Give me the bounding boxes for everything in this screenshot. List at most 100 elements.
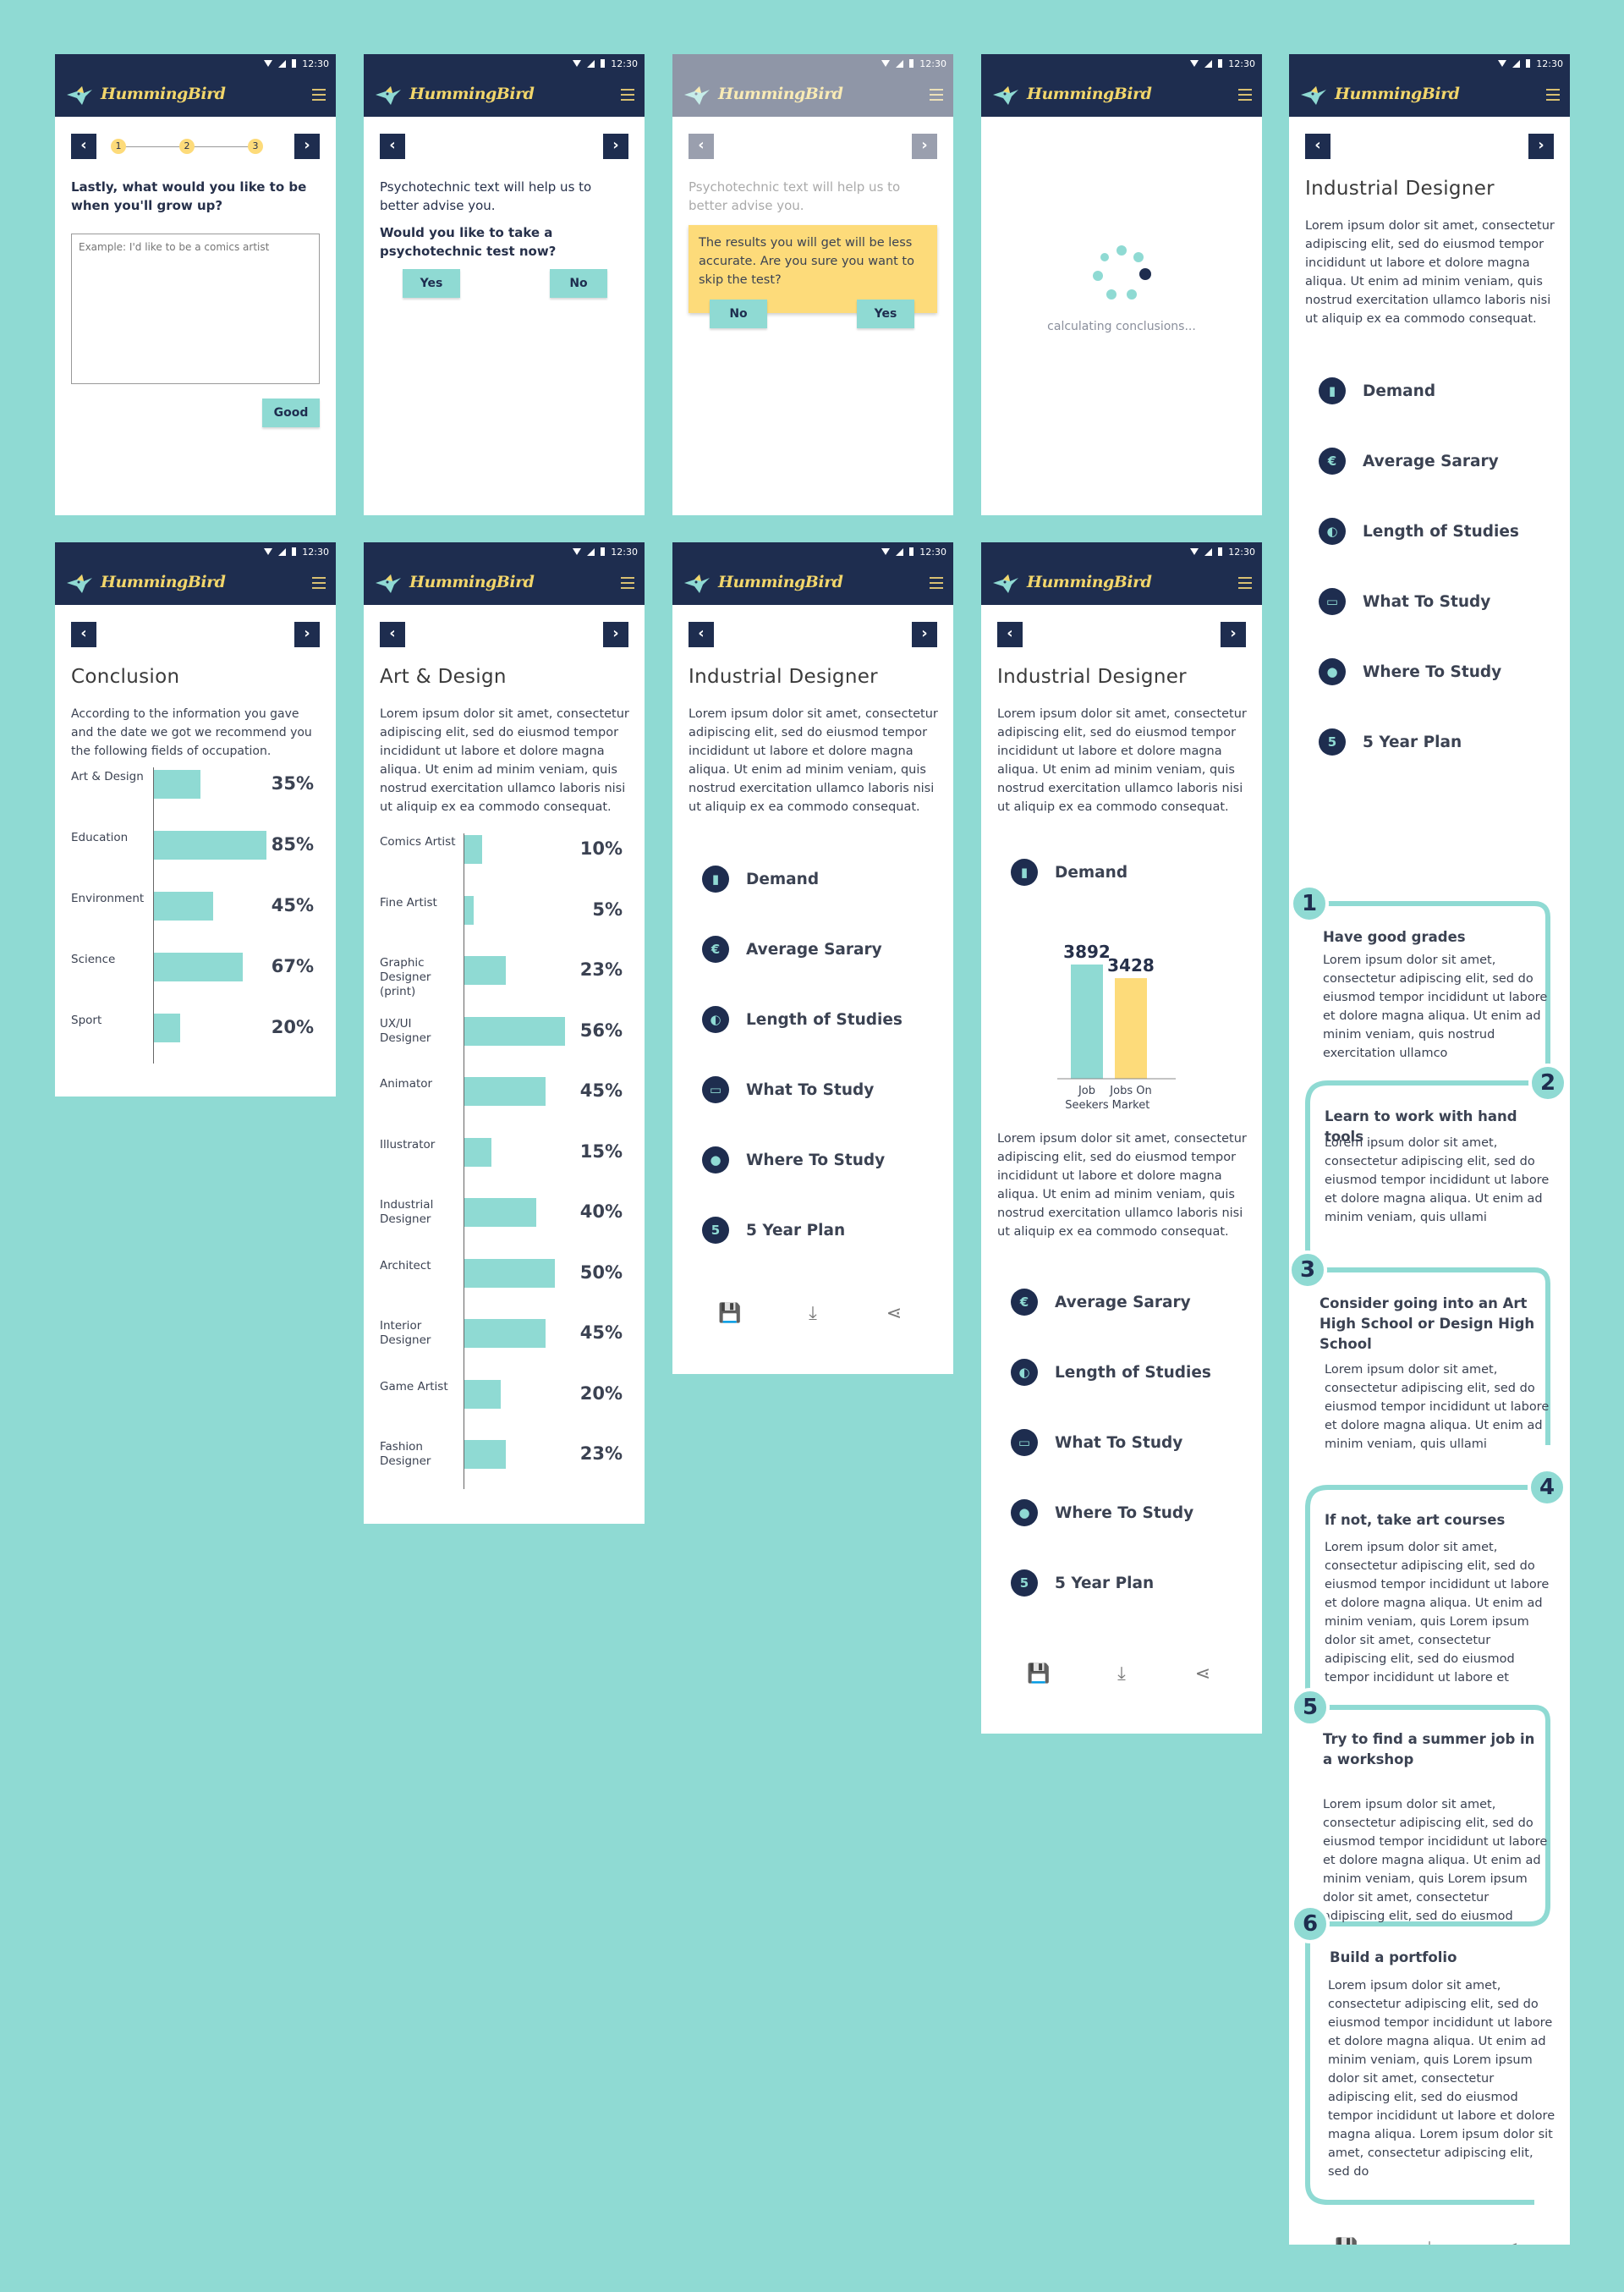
back-button[interactable]: ‹ (71, 134, 96, 159)
back-button[interactable]: ‹ (380, 134, 405, 159)
hamburger-menu-icon[interactable] (1238, 89, 1252, 104)
status-bar: 12:30 (672, 542, 953, 561)
loading-text: calculating conclusions... (1047, 320, 1196, 333)
menu-demand[interactable]: ▮ Demand (1319, 377, 1435, 404)
hamburger-menu-icon[interactable] (621, 89, 634, 104)
menu-plan[interactable]: 5 5 Year Plan (1011, 1569, 1154, 1597)
bar (464, 1258, 555, 1288)
battery-icon (1218, 547, 1223, 556)
forward-button[interactable]: › (912, 622, 937, 647)
menu-label: Where To Study (1363, 662, 1502, 681)
no-button[interactable]: No (550, 269, 607, 298)
back-button[interactable]: ‹ (71, 622, 96, 647)
description-text: Lorem ipsum dolor sit amet, consectetur … (689, 707, 938, 814)
bar-label: Education (71, 831, 129, 844)
forward-button[interactable]: › (294, 134, 320, 159)
euro-icon: € (1319, 448, 1346, 475)
menu-salary[interactable]: € Average Sarary (1319, 448, 1499, 475)
menu-what[interactable]: ▭ What To Study (1319, 588, 1490, 615)
download-icon[interactable]: ⤓ (1416, 2235, 1443, 2245)
step-dot: 3 (248, 139, 263, 154)
menu-label: Average Sarary (1055, 1293, 1191, 1311)
back-button[interactable]: ‹ (689, 622, 714, 647)
download-icon[interactable]: ⤓ (809, 1303, 817, 1324)
menu-length[interactable]: ◐ Length of Studies (702, 1006, 903, 1033)
back-button[interactable]: ‹ (997, 622, 1023, 647)
menu-plan[interactable]: 5 5 Year Plan (1319, 728, 1462, 756)
forward-button[interactable]: › (1221, 622, 1246, 647)
good-button[interactable]: Good (262, 398, 320, 427)
bar-chart-icon: ▮ (702, 866, 729, 893)
no-button[interactable]: No (710, 300, 767, 328)
hamburger-menu-icon[interactable] (312, 89, 326, 104)
menu-salary[interactable]: € Average Sarary (702, 936, 882, 963)
location-pin-icon: ● (702, 1146, 729, 1173)
bar-percent: 45% (579, 1080, 623, 1101)
menu-what[interactable]: ▭ What To Study (1011, 1429, 1182, 1456)
battery-icon (909, 547, 914, 556)
bar-percent: 5% (592, 899, 623, 920)
forward-button[interactable]: › (1528, 134, 1554, 159)
menu-where[interactable]: ● Where To Study (702, 1146, 885, 1173)
plan-step-title: Try to find a summer job in a workshop (1323, 1731, 1535, 1767)
bar-label: Interior Designer (380, 1319, 431, 1347)
screen-skip-warning: 12:30 HummingBird ‹ › Psychotechnic text… (672, 54, 953, 515)
share-icon[interactable]: ⋖ (886, 1303, 903, 1324)
status-time: 12:30 (1228, 58, 1255, 69)
hamburger-menu-icon[interactable] (1238, 577, 1252, 592)
bar (154, 892, 213, 921)
forward-button[interactable]: › (912, 134, 937, 159)
bar-label: Science (71, 953, 116, 966)
bar-label: Environment (71, 892, 145, 905)
bar (154, 831, 266, 860)
app-bar: HummingBird (981, 73, 1262, 117)
menu-length[interactable]: ◐ Length of Studies (1319, 518, 1519, 545)
download-icon[interactable]: ⤓ (1117, 1663, 1126, 1685)
hummingbird-logo-icon (67, 574, 92, 593)
moon-icon: ◐ (702, 1006, 729, 1033)
hamburger-menu-icon[interactable] (621, 577, 634, 592)
menu-demand[interactable]: ▮ Demand (1011, 859, 1127, 886)
share-icon[interactable]: ⋖ (1497, 2235, 1524, 2245)
save-icon[interactable]: 💾 (718, 1303, 742, 1324)
menu-where[interactable]: ● Where To Study (1011, 1499, 1193, 1526)
step-dot: 2 (179, 139, 195, 154)
menu-salary[interactable]: € Average Sarary (1011, 1289, 1191, 1316)
yes-button[interactable]: Yes (403, 269, 460, 298)
hamburger-menu-icon[interactable] (930, 577, 943, 592)
menu-demand[interactable]: ▮ Demand (702, 866, 819, 893)
screen-question: 12:30 HummingBird ‹ › 1 2 3 Lastly, what… (55, 54, 336, 515)
screen-industrial-menu: 12:30 HummingBird ‹ › Industrial Designe… (672, 542, 953, 1374)
battery-icon (601, 59, 606, 68)
back-button[interactable]: ‹ (1305, 134, 1330, 159)
plan-step-number: 3 (1289, 1250, 1327, 1289)
forward-button[interactable]: › (294, 622, 320, 647)
menu-plan[interactable]: 5 5 Year Plan (702, 1217, 845, 1244)
forward-button[interactable]: › (603, 134, 628, 159)
bar-chart-icon: ▮ (1011, 859, 1038, 886)
save-icon[interactable]: 💾 (1333, 2235, 1360, 2245)
yes-button[interactable]: Yes (857, 300, 914, 328)
save-icon[interactable]: 💾 (1027, 1663, 1051, 1685)
hamburger-menu-icon[interactable] (1546, 89, 1560, 104)
menu-where[interactable]: ● Where To Study (1319, 658, 1501, 685)
back-button[interactable]: ‹ (380, 622, 405, 647)
screen-art-design: 12:30 HummingBird ‹ › Art & Design Lorem… (364, 542, 645, 1524)
moon-icon: ◐ (1319, 518, 1346, 545)
status-bar: 12:30 (364, 542, 645, 561)
forward-button[interactable]: › (603, 622, 628, 647)
back-button[interactable]: ‹ (689, 134, 714, 159)
brand-logo-text: HummingBird (1027, 573, 1152, 591)
menu-length[interactable]: ◐ Length of Studies (1011, 1359, 1211, 1386)
hamburger-menu-icon[interactable] (312, 577, 326, 592)
menu-label: 5 Year Plan (1055, 1574, 1155, 1592)
answer-textarea[interactable] (71, 234, 320, 384)
brand-logo-text: HummingBird (1335, 85, 1460, 103)
menu-what[interactable]: ▭ What To Study (702, 1076, 874, 1103)
status-time: 12:30 (919, 546, 946, 558)
share-icon[interactable]: ⋖ (1194, 1663, 1211, 1685)
location-pin-icon: ● (1011, 1499, 1038, 1526)
bar-percent: 67% (271, 956, 314, 976)
status-time: 12:30 (611, 546, 638, 558)
wifi-icon (264, 60, 273, 67)
